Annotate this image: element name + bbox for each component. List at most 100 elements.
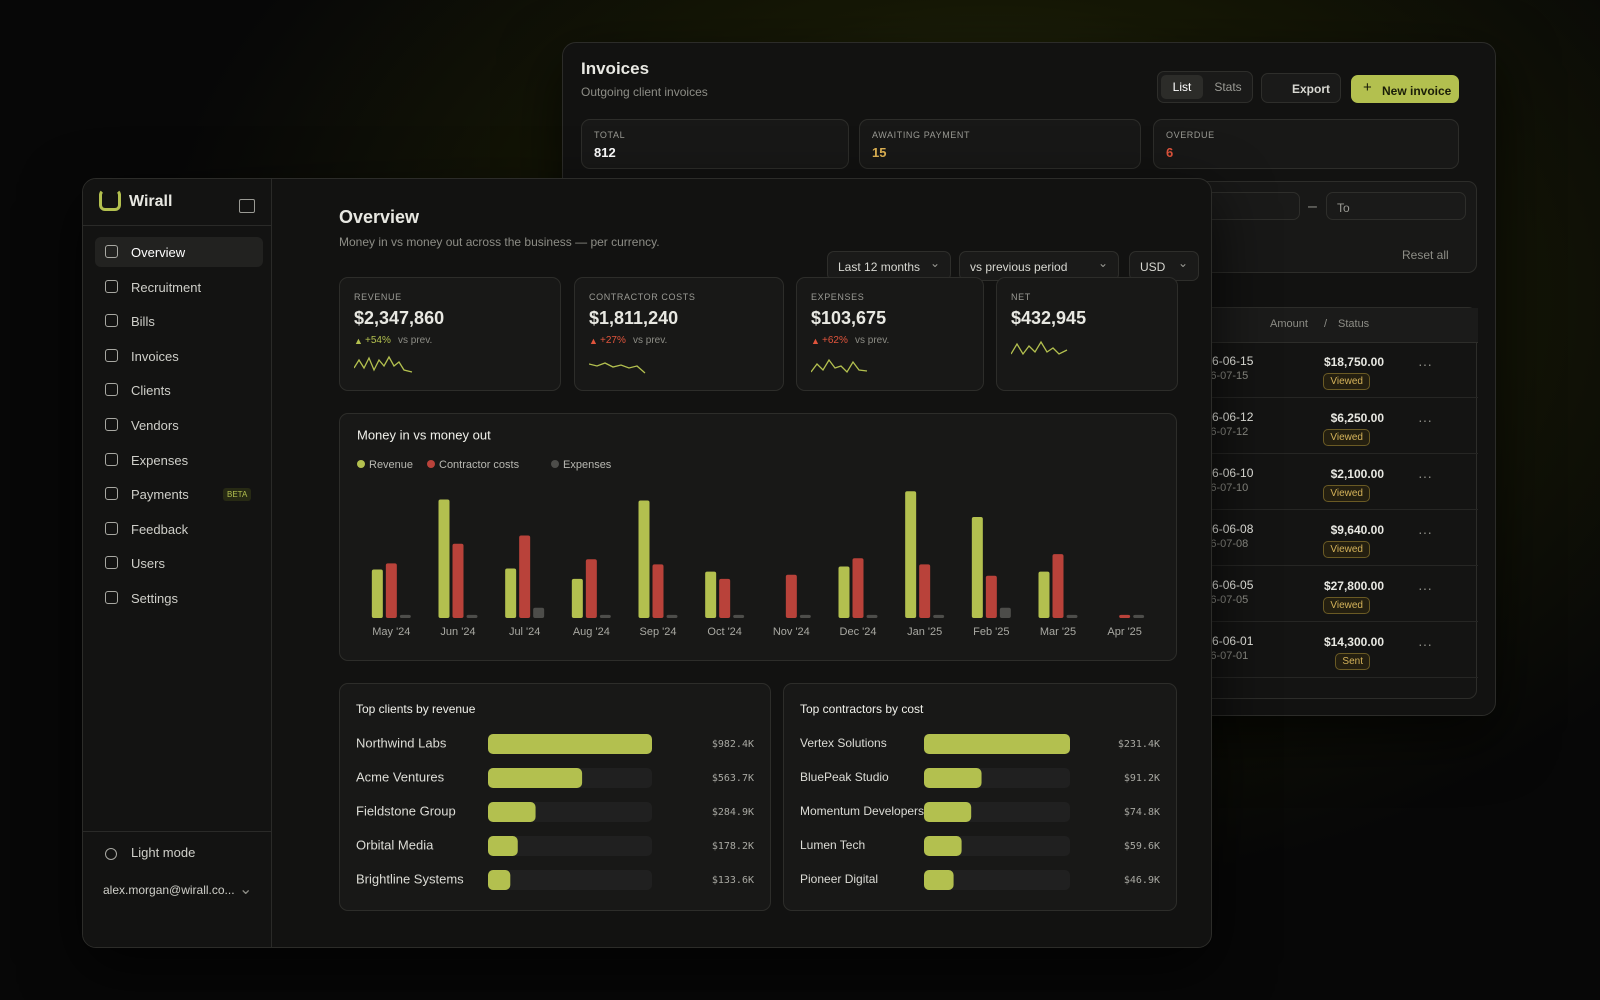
row-menu[interactable]: ··· <box>1418 580 1432 596</box>
bar <box>1066 614 1078 618</box>
kpi-trend-icon: ▲ <box>589 336 598 346</box>
x-tick-label: Oct '24 <box>707 626 742 638</box>
kpi-change: +27% <box>600 335 626 346</box>
category-label: Momentum Developers <box>800 804 924 818</box>
bar-track <box>488 870 652 890</box>
chart-card: Money in vs money out Revenue Contractor c… <box>339 413 1177 661</box>
nav-label: Vendors <box>131 418 179 433</box>
nav-item[interactable]: Vendors <box>95 410 263 440</box>
status-badge: Sent <box>1335 653 1370 670</box>
tab[interactable]: List <box>1161 75 1203 99</box>
kpi-card: NET $432,945 <box>996 277 1178 391</box>
chart-title: Top contractors by cost <box>800 702 924 716</box>
bar <box>399 614 411 618</box>
bar <box>933 614 945 618</box>
value-label: $231.4K <box>1118 739 1160 750</box>
x-tick-label: Jan '25 <box>907 626 942 638</box>
nav-item[interactable]: Payments BETA <box>95 479 263 509</box>
status-badge: Viewed <box>1323 485 1370 502</box>
beta-badge: BETA <box>223 488 252 502</box>
overview-panel: Wirall Overview Recruitment Bills Invoices Cl… <box>82 178 1212 948</box>
x-tick-label: Dec '24 <box>840 626 877 638</box>
x-tick-label: Sep '24 <box>640 626 677 638</box>
kpi-card: REVENUE $2,347,860 ▲ +54% vs prev. <box>339 277 561 391</box>
stat-card: TOTAL 812 <box>581 119 849 169</box>
nav-item[interactable]: Feedback <box>95 514 263 544</box>
page-subtitle: Outgoing client invoices <box>581 85 708 99</box>
kpi-change: +62% <box>822 335 848 346</box>
nav-label: Feedback <box>131 521 189 537</box>
bar <box>438 499 450 618</box>
x-tick-label: Aug '24 <box>573 626 610 638</box>
period-select[interactable]: USD <box>1129 251 1199 281</box>
nav-label: Invoices <box>131 348 179 364</box>
value-label: $59.6K <box>1124 841 1160 852</box>
new-invoice-button[interactable]: New invoice <box>1351 75 1459 103</box>
bar <box>599 614 611 618</box>
nav-item[interactable]: Settings <box>95 583 263 613</box>
x-tick-label: Feb '25 <box>973 626 1009 638</box>
sparkline <box>1011 340 1068 356</box>
brand-logo <box>99 189 121 211</box>
row-menu[interactable]: ··· <box>1418 636 1432 652</box>
kpi-note: vs prev. <box>855 335 890 346</box>
period-select[interactable]: Last 12 months <box>827 251 951 281</box>
view-tabs: List Stats <box>1157 71 1253 103</box>
legend-swatch <box>357 460 365 468</box>
amount: $9,640.00 <box>1330 523 1384 537</box>
collapse-button[interactable] <box>239 199 255 213</box>
sparkline <box>811 358 868 374</box>
nav-item[interactable]: Users <box>95 548 263 578</box>
tab[interactable]: Stats <box>1214 80 1242 94</box>
row-menu[interactable]: ··· <box>1418 468 1432 484</box>
x-tick-label: Mar '25 <box>1040 626 1076 638</box>
value-label: $133.6K <box>712 875 754 886</box>
nav-icon <box>105 556 118 570</box>
kpi-note: vs prev. <box>633 335 668 346</box>
stat-label: OVERDUE <box>1166 130 1215 140</box>
bar <box>519 535 531 618</box>
kpi-value: $432,945 <box>1011 308 1087 328</box>
nav-item[interactable]: Bills <box>95 306 263 336</box>
bar <box>585 559 597 618</box>
bar <box>652 564 664 618</box>
bar <box>571 578 583 618</box>
legend-swatch <box>551 460 559 468</box>
period-select[interactable]: vs previous period <box>959 251 1119 281</box>
stat-card: AWAITING PAYMENT 15 <box>859 119 1141 169</box>
bar <box>1133 614 1145 618</box>
sparkline-path <box>811 358 868 374</box>
sparkline-path <box>589 362 646 374</box>
kpi-label: REVENUE <box>354 292 402 302</box>
stat-label: TOTAL <box>594 130 626 140</box>
page-subtitle: Money in vs money out across the busines… <box>339 235 660 249</box>
date-to[interactable]: To <box>1326 192 1466 220</box>
amount: $6,250.00 <box>1330 411 1384 425</box>
nav-icon <box>105 418 118 431</box>
user-email[interactable]: alex.morgan@wirall.co... <box>103 883 235 897</box>
bar <box>999 607 1011 618</box>
chart: Money in vs money out Revenue Contractor c… <box>357 427 1145 638</box>
nav-item[interactable]: Recruitment <box>95 272 263 302</box>
theme-toggle[interactable]: Light mode <box>131 845 196 860</box>
value-label: $46.9K <box>1124 875 1160 886</box>
nav-label: Settings <box>131 591 178 606</box>
nav-item[interactable]: Overview <box>95 237 263 267</box>
category-label: Orbital Media <box>356 837 434 852</box>
row-menu[interactable]: ··· <box>1418 524 1432 540</box>
bar <box>719 578 731 618</box>
amount: $14,300.00 <box>1323 635 1384 649</box>
nav-item[interactable]: Invoices <box>95 341 263 371</box>
row-menu[interactable]: ··· <box>1418 356 1432 372</box>
reset-button[interactable]: Reset all <box>1402 248 1449 262</box>
nav-item[interactable]: Expenses <box>95 445 263 475</box>
row-menu[interactable]: ··· <box>1418 412 1432 428</box>
column-header: Amount <box>1270 318 1308 330</box>
sparkline <box>589 362 646 374</box>
kpi-trend-icon: ▲ <box>811 336 820 346</box>
nav-item[interactable]: Clients <box>95 375 263 405</box>
export-button[interactable]: Export <box>1261 73 1341 103</box>
bar <box>866 614 878 618</box>
nav-icon <box>105 245 118 258</box>
